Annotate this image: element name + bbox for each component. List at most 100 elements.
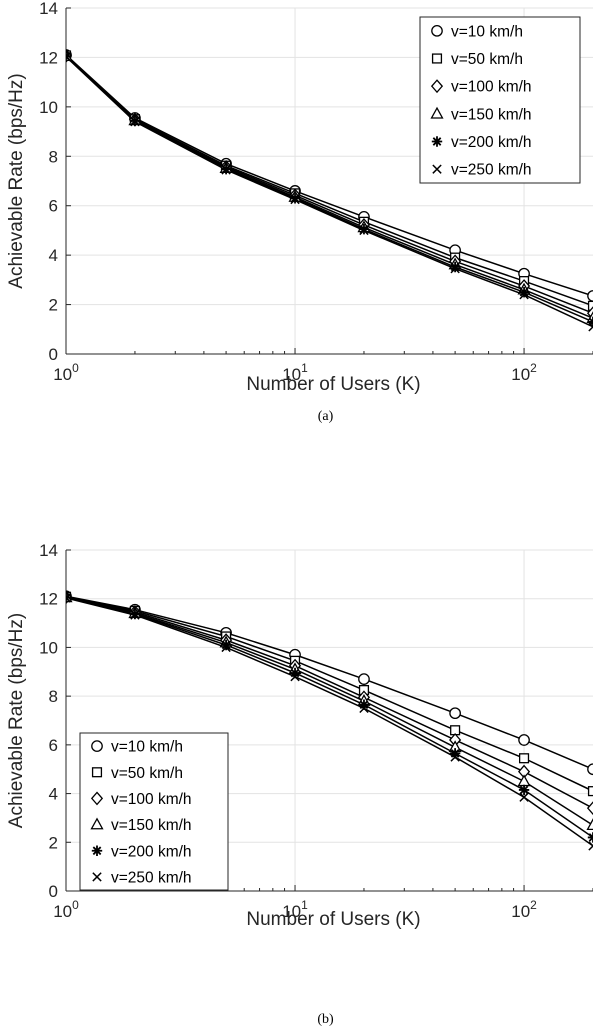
legend: v=10 km/h v=50 km/h v=100 km/h v=150 km/h v=…	[79, 732, 229, 891]
legend-marker-1	[91, 740, 103, 752]
x-tick-exponent: 2	[530, 361, 537, 375]
series-line-3	[66, 596, 593, 809]
legend-entry-4: v=150 km/h	[451, 106, 532, 123]
data-point-s5	[449, 748, 461, 759]
x-tick-label: 102	[511, 898, 537, 921]
legend-box	[419, 16, 581, 184]
x-tick-base: 10	[282, 902, 301, 921]
legend-marker-6	[92, 872, 102, 882]
data-point-s6	[588, 841, 593, 851]
data-point-s1	[449, 707, 461, 720]
data-point-s5	[358, 699, 370, 710]
legend-marker-4	[90, 817, 104, 830]
subfigure-caption: (b)	[317, 1012, 334, 1027]
x-tick-base: 10	[511, 365, 530, 384]
y-tick-label: 12	[39, 48, 58, 67]
x-tick-label: 101	[282, 361, 308, 384]
data-point-s5	[358, 223, 370, 235]
data-point-s6	[359, 225, 369, 236]
legend-entry-1: v=10 km/h	[451, 23, 523, 40]
x-tick-label: 100	[53, 898, 79, 921]
legend-entry-3: v=100 km/h	[111, 791, 192, 808]
legend-entry-6: v=250 km/h	[111, 869, 192, 886]
legend-marker-6	[432, 164, 442, 174]
x-tick-base: 10	[282, 365, 301, 384]
legend-marker-5	[91, 845, 103, 856]
x-tick-exponent: 0	[72, 361, 79, 375]
data-point-s3	[586, 801, 593, 816]
data-point-s6	[519, 289, 529, 300]
legend-entry-4: v=150 km/h	[111, 817, 192, 834]
data-point-s5	[220, 639, 232, 651]
data-point-s2	[587, 786, 593, 797]
data-point-s5	[449, 261, 461, 273]
data-point-s6	[450, 264, 460, 274]
legend-entry-6: v=250 km/h	[451, 162, 532, 179]
series-line-1	[66, 54, 593, 297]
data-point-s6	[519, 792, 529, 802]
series-line-5	[66, 597, 593, 839]
legend-marker-2	[431, 53, 443, 64]
x-tick-label: 101	[282, 898, 308, 921]
y-tick-label: 8	[49, 147, 58, 166]
y-tick-label: 0	[49, 345, 58, 364]
series-line-6	[66, 56, 593, 328]
data-point-s5	[518, 287, 530, 298]
legend-entry-5: v=200 km/h	[451, 134, 532, 151]
legend-marker-1	[431, 24, 443, 37]
x-tick-base: 10	[53, 902, 72, 921]
y-tick-label: 2	[49, 833, 58, 852]
data-point-s6	[130, 116, 140, 127]
legend-marker-5	[431, 136, 443, 147]
data-point-s6	[290, 671, 300, 682]
series-group	[66, 48, 593, 332]
x-tick-exponent: 2	[530, 898, 537, 912]
y-axis-label: Achievable Rate (bps/Hz)	[6, 613, 27, 828]
y-tick-label: 4	[49, 785, 58, 804]
x-tick-exponent: 1	[301, 361, 308, 375]
legend-marker-3	[430, 79, 444, 94]
legend-entry-2: v=50 km/h	[451, 51, 523, 68]
y-tick-label: 0	[49, 882, 58, 901]
data-point-s6	[359, 703, 369, 714]
y-tick-label: 14	[39, 541, 58, 560]
data-point-s1	[518, 734, 530, 746]
series-line-2	[66, 596, 593, 792]
data-point-s6	[221, 642, 231, 653]
data-point-s4	[586, 818, 593, 831]
legend-entry-3: v=100 km/h	[451, 79, 532, 96]
data-point-s6	[588, 322, 593, 332]
x-tick-exponent: 0	[72, 898, 79, 912]
data-point-s6	[130, 610, 140, 620]
y-tick-label: 6	[49, 736, 58, 755]
y-tick-label: 6	[49, 197, 58, 216]
x-tick-base: 10	[511, 902, 530, 921]
x-axis-label: Number of Users (K)	[246, 374, 420, 395]
legend-entry-2: v=50 km/h	[111, 765, 183, 782]
legend-box	[79, 732, 229, 891]
data-point-s6	[450, 752, 460, 762]
legend-marker-2	[91, 767, 103, 778]
x-tick-label: 100	[53, 361, 79, 384]
data-point-s6	[221, 165, 231, 175]
legend-marker-3	[90, 791, 104, 806]
subfigure-caption: (a)	[318, 409, 334, 424]
data-point-s5	[518, 784, 530, 796]
data-point-s5	[289, 667, 301, 679]
data-point-s2	[587, 300, 593, 311]
data-point-s1	[358, 673, 370, 685]
data-point-s6	[290, 194, 300, 205]
series-line-6	[66, 597, 593, 847]
series-line-1	[66, 595, 593, 770]
data-point-s1	[587, 763, 593, 776]
legend: v=10 km/h v=50 km/h v=100 km/h v=150 km/h v=…	[419, 16, 581, 184]
data-point-s6	[66, 51, 71, 62]
series-group	[66, 590, 593, 851]
x-axis-label: Number of Users (K)	[246, 909, 420, 930]
y-axis-label: Achievable Rate (bps/Hz)	[6, 73, 27, 288]
data-point-s5	[289, 193, 301, 204]
x-tick-label: 102	[511, 361, 537, 384]
